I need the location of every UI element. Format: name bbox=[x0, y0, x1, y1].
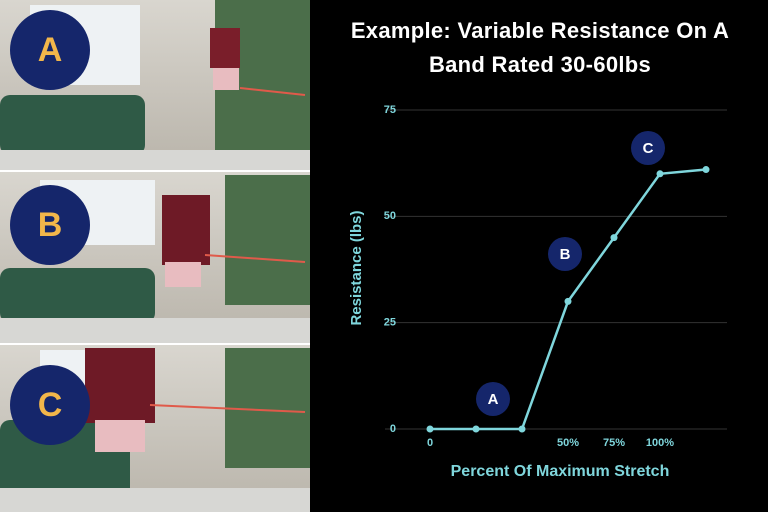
badge-label: B bbox=[38, 206, 63, 244]
point bbox=[656, 170, 664, 178]
annotation: B bbox=[560, 246, 571, 263]
y-axis-label: Resistance (lbs) bbox=[348, 210, 365, 325]
badge-label: C bbox=[38, 386, 63, 424]
point bbox=[702, 166, 710, 174]
point bbox=[518, 425, 526, 433]
badge bbox=[10, 10, 90, 90]
point bbox=[426, 425, 434, 433]
x-tick-label: 50% bbox=[557, 437, 579, 449]
badge bbox=[10, 185, 90, 265]
photo-panels: A B C bbox=[0, 0, 310, 512]
annotation-badge bbox=[476, 382, 510, 416]
x-tick-label: 0 bbox=[427, 437, 433, 449]
photo bbox=[0, 0, 310, 170]
chart: Resistance (lbs) Percent Of Maximum Stre… bbox=[348, 104, 727, 480]
y-tick-label: 0 bbox=[390, 423, 396, 435]
annotation: A bbox=[488, 391, 499, 408]
y-tick-label: 50 bbox=[384, 210, 396, 222]
x-axis-label: Percent Of Maximum Stretch bbox=[451, 463, 670, 480]
y-tick-label: 75 bbox=[384, 104, 396, 116]
x-tick-label: 75% bbox=[603, 437, 625, 449]
annotation-badge bbox=[548, 237, 582, 271]
annotation-badge bbox=[631, 131, 665, 165]
annotation: C bbox=[643, 140, 654, 157]
x-tick-label: 100% bbox=[646, 437, 674, 449]
point bbox=[472, 425, 480, 433]
badge bbox=[10, 365, 90, 445]
point bbox=[610, 234, 618, 242]
point bbox=[564, 297, 572, 305]
chart-title: Example: Variable Resistance On A Band R… bbox=[350, 18, 730, 77]
y-tick-label: 25 bbox=[384, 317, 396, 329]
badge-label: A bbox=[38, 31, 63, 69]
